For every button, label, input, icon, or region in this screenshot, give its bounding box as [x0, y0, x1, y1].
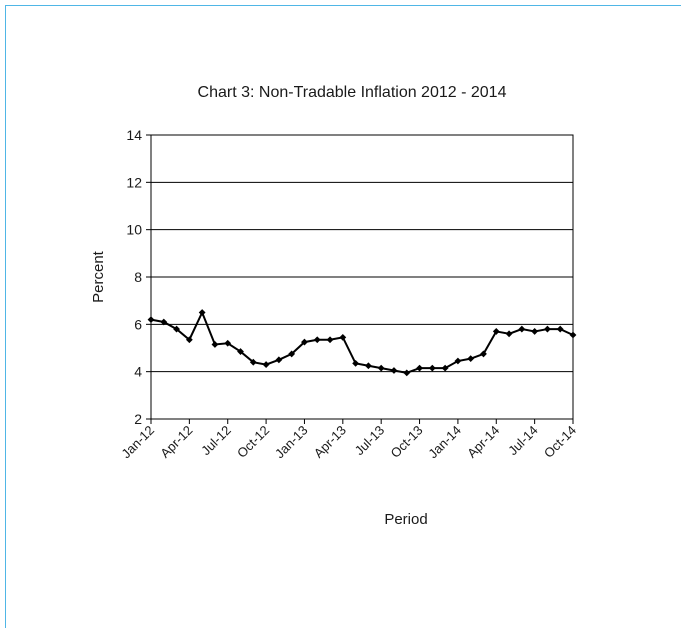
x-tick-label: Jul-13: [352, 423, 388, 459]
data-point: [377, 364, 385, 372]
data-point: [480, 350, 487, 358]
y-tick-label: 12: [126, 174, 142, 190]
y-tick-label: 6: [134, 316, 142, 332]
x-tick-label: Apr-13: [311, 423, 349, 461]
data-point: [301, 338, 308, 346]
data-point: [428, 364, 436, 372]
data-point: [467, 355, 475, 363]
data-markers: [147, 309, 577, 377]
x-tick-label: Jan-13: [272, 423, 311, 462]
y-tick-labels: 2 4 6 8 10 12 14: [126, 127, 142, 427]
data-point: [390, 367, 398, 374]
x-tick-label: Jul-12: [198, 423, 234, 459]
data-point: [173, 325, 180, 333]
series-line: [150, 309, 574, 374]
data-point: [454, 357, 462, 365]
x-ticks: [150, 419, 574, 424]
data-point: [518, 325, 526, 333]
data-point: [339, 333, 347, 341]
x-axis-label: Period: [384, 511, 427, 528]
data-point: [505, 330, 513, 338]
data-point: [556, 325, 564, 333]
data-point: [224, 339, 232, 347]
data-point: [544, 325, 551, 333]
x-tick-labels: Jan-12 Apr-12 Jul-12 Oct-12 Jan-13 Apr-13 Jul-…: [118, 423, 579, 462]
data-point: [352, 359, 360, 367]
data-point: [147, 316, 155, 323]
y-tick-label: 8: [134, 269, 142, 285]
data-point: [326, 336, 334, 344]
y-tick-label: 10: [126, 222, 142, 238]
x-tick-label: Jul-14: [505, 423, 541, 459]
y-tick-label: 2: [134, 411, 142, 427]
data-point: [198, 309, 206, 316]
y-tick-label: 4: [134, 364, 142, 380]
data-point: [275, 356, 283, 364]
data-point: [441, 364, 449, 372]
chart-frame: [5, 5, 681, 628]
data-point: [364, 362, 372, 370]
x-tick-label: Oct-13: [387, 423, 425, 461]
data-point: [531, 328, 539, 335]
data-point: [569, 331, 577, 339]
chart-title: Chart 3: Non-Tradable Inflation 2012 - 2…: [198, 84, 507, 101]
x-tick-label: Jan-14: [425, 423, 464, 462]
data-point: [492, 328, 500, 335]
plot-area-border: [150, 134, 574, 420]
y-tick-label: 14: [126, 127, 142, 143]
data-point: [185, 336, 193, 344]
gridlines: [146, 134, 573, 420]
x-tick-label: Jan-12: [118, 423, 157, 462]
data-point: [313, 336, 321, 344]
data-point: [249, 358, 257, 366]
data-point: [160, 318, 168, 326]
data-point: [416, 364, 423, 372]
y-axis-label: Percent: [90, 250, 107, 303]
x-tick-label: Oct-12: [234, 423, 272, 461]
data-point: [237, 348, 244, 355]
data-point: [403, 369, 411, 377]
x-tick-label: Apr-14: [464, 423, 502, 461]
data-point: [288, 350, 296, 358]
data-point: [211, 341, 219, 348]
x-tick-label: Apr-12: [157, 423, 195, 461]
data-point: [262, 361, 270, 368]
x-tick-label: Oct-14: [541, 423, 579, 461]
